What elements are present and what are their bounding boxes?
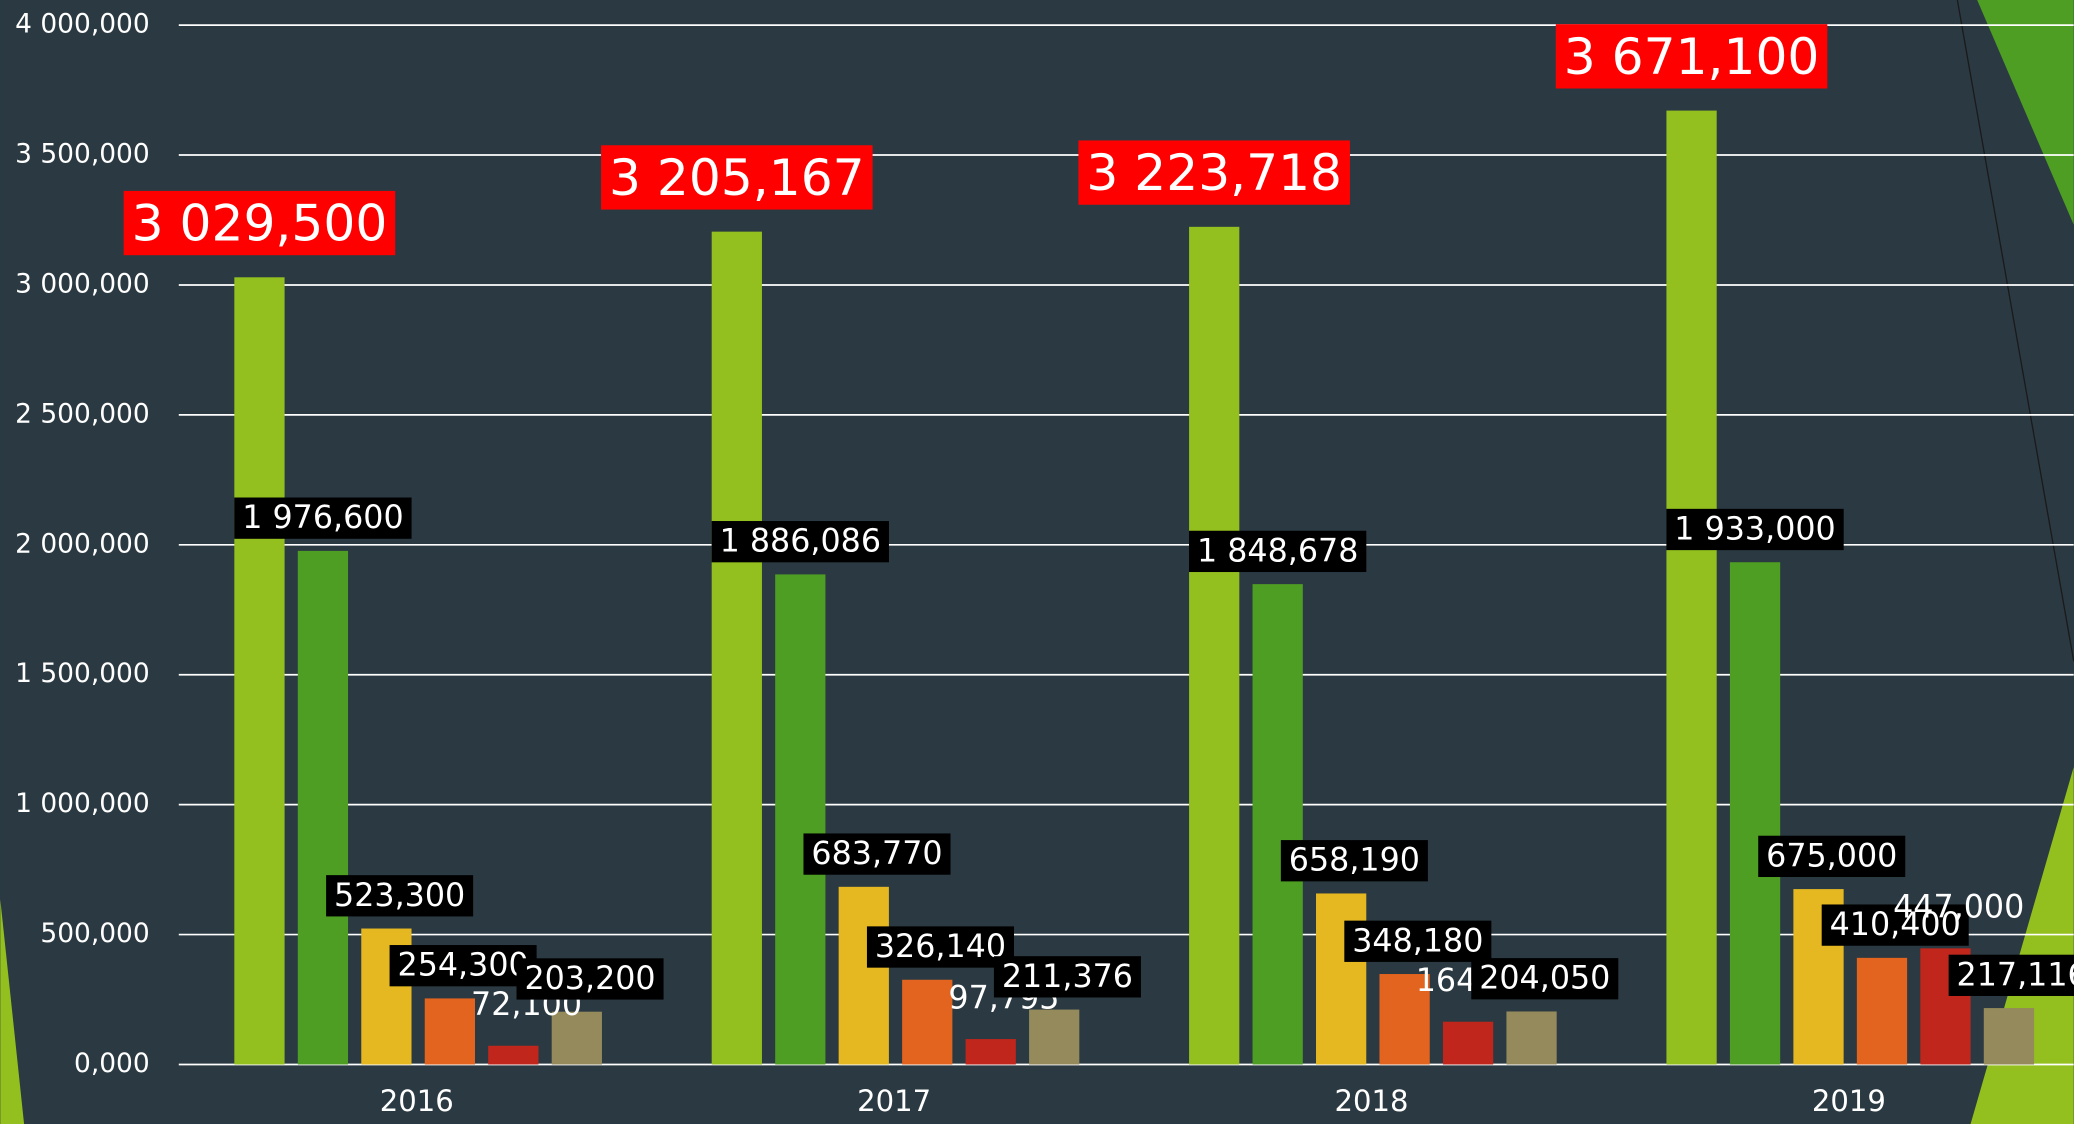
value-label: 1 933,000 [1674, 511, 1835, 547]
bar [1443, 1022, 1493, 1065]
bar [712, 232, 762, 1065]
bar [902, 980, 952, 1065]
value-label: 217,116 [1957, 957, 2074, 993]
y-tick-label: 1 500,000 [15, 658, 150, 689]
bar [234, 277, 284, 1064]
value-label: 204,050 [1479, 961, 1610, 997]
value-label: 3 671,100 [1564, 27, 1820, 86]
y-tick-label: 0,000 [74, 1048, 150, 1079]
bar [1253, 584, 1303, 1064]
bar [1984, 1008, 2034, 1064]
value-label: 3 205,167 [609, 148, 865, 207]
bar [775, 574, 825, 1064]
bar [966, 1039, 1016, 1064]
bar [1189, 227, 1239, 1065]
value-label: 348,180 [1352, 923, 1483, 959]
value-label: 1 886,086 [720, 524, 881, 560]
y-tick-label: 3 500,000 [15, 139, 150, 170]
chart: 0,000 500,000 1 000,000 1 500,000 2 000,000 2… [0, 0, 2074, 1124]
value-label: 211,376 [1002, 959, 1133, 995]
bar [1029, 1010, 1079, 1065]
x-tick-label: 2017 [857, 1084, 931, 1118]
value-label: 683,770 [811, 836, 942, 872]
bar [298, 551, 348, 1065]
bar [1316, 893, 1366, 1064]
value-label: 1 848,678 [1197, 533, 1358, 569]
y-tick-label: 2 000,000 [15, 528, 150, 559]
bar [1730, 562, 1780, 1064]
bar [425, 998, 475, 1064]
y-tick-label: 4 000,000 [15, 9, 150, 40]
value-label: 254,300 [398, 948, 529, 984]
value-label: 523,300 [334, 878, 465, 914]
value-label: 447,000 [1893, 890, 2024, 926]
bar [839, 887, 889, 1065]
bar [1506, 1011, 1556, 1064]
value-label: 203,200 [524, 961, 655, 997]
y-tick-label: 2 500,000 [15, 398, 150, 429]
value-label: 675,000 [1766, 838, 1897, 874]
value-label: 3 029,500 [132, 194, 388, 253]
value-label: 3 223,718 [1086, 143, 1342, 202]
value-label: 326,140 [875, 929, 1006, 965]
value-label: 1 976,600 [242, 500, 403, 536]
y-tick-label: 3 000,000 [15, 268, 150, 299]
x-tick-label: 2019 [1812, 1084, 1886, 1118]
y-tick-label: 1 000,000 [15, 788, 150, 819]
value-label: 658,190 [1289, 843, 1420, 879]
x-tick-label: 2016 [380, 1084, 454, 1118]
y-tick-label: 500,000 [40, 918, 149, 949]
bar [1666, 111, 1716, 1065]
bar [1857, 958, 1907, 1065]
x-tick-label: 2018 [1335, 1084, 1409, 1118]
bar [488, 1046, 538, 1065]
